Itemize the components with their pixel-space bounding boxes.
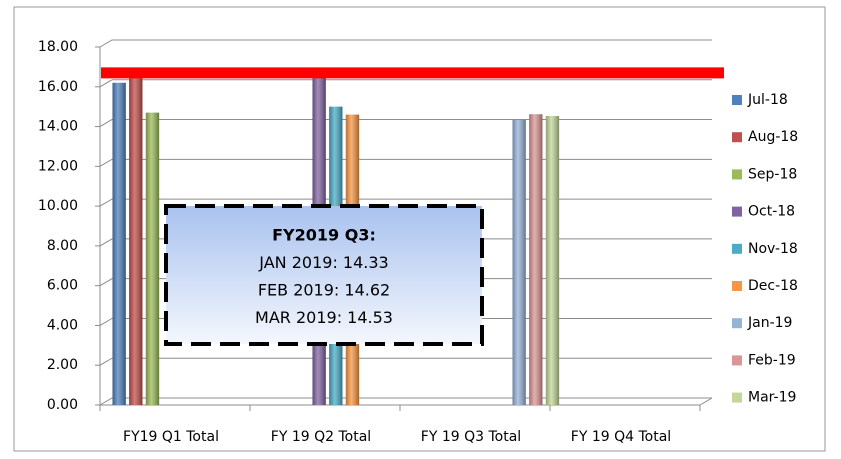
legend-swatch [732,318,742,329]
y-tick-label: 6.00 [47,278,78,294]
annotation-text: MAR 2019: 14.53 [255,308,393,327]
bar-shade [529,114,543,406]
annotation-text: FEB 2019: 14.62 [258,281,390,300]
bar-shade [545,116,560,406]
bar [529,114,543,406]
annotation-text: JAN 2019: 14.33 [258,253,388,272]
bar-shade [129,76,143,405]
y-tick-label: 0.00 [47,397,78,413]
grid-line [99,397,712,406]
grid-line [99,278,712,287]
bar [545,116,560,406]
bar [145,112,160,405]
y-tick-label: 8.00 [47,238,78,254]
y-tick-label: 2.00 [47,357,78,373]
legend-swatch [732,281,742,291]
legend-label: Nov-18 [748,241,798,257]
grid-line [99,158,712,167]
y-tick-label: 18.00 [38,39,78,55]
bar [512,119,526,406]
y-tick-label: 12.00 [38,158,78,174]
legend-label: Aug-18 [748,129,798,145]
bar [112,82,126,406]
x-tick-label: FY 19 Q3 Total [421,429,521,445]
legend-label: Dec-18 [748,278,798,294]
legend-label: Sep-18 [748,166,797,182]
grid-line [99,198,712,207]
grid-line [99,238,712,247]
legend-label: Jan-19 [747,315,792,331]
legend-swatch [732,169,742,180]
legend-swatch [732,95,742,105]
legend-label: Oct-18 [748,204,795,220]
y-tick-label: 10.00 [38,198,78,214]
legend-label: Jul-18 [747,92,788,108]
y-tick-label: 16.00 [38,79,78,95]
grid-line [99,79,712,88]
grid-line [99,39,712,48]
x-tick-label: FY19 Q1 Total [123,429,219,445]
legend-label: Mar-19 [748,390,796,406]
bar-shade [145,112,160,405]
y-tick-label: 4.00 [47,317,78,333]
grid-line [99,357,712,366]
legend-swatch [732,132,742,143]
x-tick-label: FY 19 Q4 Total [571,429,671,445]
bar-shade [512,119,526,406]
bar [129,76,143,405]
legend-label: Feb-19 [748,352,796,368]
grid-line [99,119,712,127]
annotation-text: FY2019 Q3: [272,226,376,245]
grid-line [99,317,712,326]
bar-shade [112,82,126,406]
y-tick-label: 14.00 [38,119,78,135]
legend-swatch [732,206,742,217]
legend-swatch [732,243,742,254]
legend-swatch [732,355,742,366]
annotation-box [164,204,484,346]
x-tick-label: FY 19 Q2 Total [271,429,371,445]
legend-swatch [732,392,742,403]
